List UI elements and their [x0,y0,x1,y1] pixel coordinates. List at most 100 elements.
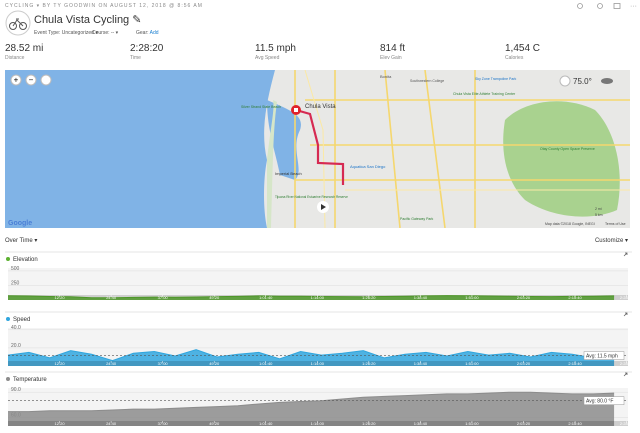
zoom-in[interactable] [10,74,22,86]
breadcrumb: CYCLING ▾ BY TY GOODWIN ON AUGUST 12, 20… [5,3,203,9]
x-tick-label: 49:20 [209,421,220,426]
more-icon[interactable]: ··· [630,3,637,10]
map-label: Chula Vista [305,104,336,110]
meta-text: Event Type: Uncategorized [34,30,94,36]
stat-label: Distance [5,55,25,61]
share-icon[interactable] [577,3,583,9]
category[interactable]: CYCLING [5,3,35,9]
chart-title: Elevation [13,257,38,263]
x-tick-label: 1:14:00 [311,361,325,366]
x-tick-label: 1:51:00 [465,295,479,300]
map-label: Bonita [380,74,392,79]
map-attribution: Map data ©2018 Google, INEGI [545,222,595,226]
x-tick-label: 1:51:00 [465,421,479,426]
map[interactable]: + − 75.0° Chula Vista Silver Strand Stat… [5,70,630,228]
y-tick-label: 20.0 [11,343,21,349]
x-tick-label: 1:01:40 [259,295,273,300]
map-scale: 5 km [595,213,603,217]
x-tick-label: 1:38:40 [414,361,428,366]
plot-bg [8,268,628,300]
x-tick-label: 2:15:40 [568,361,582,366]
area-line [7,349,615,362]
customize[interactable]: Customize ▾ [594,238,628,244]
x-tick-label: 24:40 [106,295,117,300]
x-tick-label: 2:03:20 [517,361,531,366]
x-tick-label: 1:51:00 [465,361,479,366]
layers[interactable] [40,74,52,86]
x-tick-label: 49:20 [209,295,220,300]
x-tick-label: 12:20 [55,421,66,426]
x-tick-label: 2:03:20 [517,421,531,426]
area-fill [8,392,615,426]
weather-icon [559,75,571,87]
x-tick-label: 1:38:40 [414,421,428,426]
map-logo: Google [8,220,32,227]
stat-label: Calories [505,55,524,61]
x-tick-label: 1:26:20 [362,361,376,366]
chart-title: Temperature [13,377,47,383]
expand-icon[interactable] [623,252,628,257]
legend-dot [6,317,10,321]
route [295,108,345,185]
x-tick-label: 2:15:40 [568,421,582,426]
x-tick-label: 2:15:40 [568,295,582,300]
export-icon[interactable] [613,3,621,9]
x-tick-label: 2:28:00 [620,295,634,300]
x-tick-label: 12:20 [55,295,66,300]
x-tick-label: 2:28:00 [620,361,634,366]
legend-dot [6,257,10,261]
x-axis-band [8,421,628,426]
stat-value: 11.5 mph [255,43,296,54]
byline: BY TY GOODWIN ON AUGUST 12, 2018 @ 8:56 … [42,3,203,9]
x-axis-band [8,361,628,366]
stat-value: 814 ft [380,43,406,54]
over-time[interactable]: Over Time ▾ [5,238,38,244]
map-label: Chula Vista Elite Athlete Training Cente… [453,92,516,96]
x-tick-label: 2:03:20 [517,295,531,300]
x-tick-label: 1:26:20 [362,295,376,300]
legend-dot [6,377,10,381]
event-type[interactable]: Event Type: Uncategorized ▾ [34,30,98,36]
y-tick-label: 40.0 [11,325,21,331]
avg-label: Avg: 80.0 °F [586,399,613,405]
y-tick-label: 500 [11,266,20,272]
y-tick-label: 60.0 [11,413,21,419]
area-fill [8,349,615,366]
x-tick-label: 1:14:00 [311,421,325,426]
gear: Gear: Add [136,30,159,36]
map-label: Silver Strand State Beach [241,105,281,109]
control-text: Customize [594,238,624,244]
expand-icon[interactable] [623,372,628,377]
stat-value: 2:28:20 [130,43,164,54]
map-terms[interactable]: Terms of Use [605,222,626,226]
stat-label: Time [130,55,141,61]
x-tick-label: 1:38:40 [414,295,428,300]
meta-text: Course: -- [92,30,115,36]
area-fill [8,295,615,300]
gear-icon[interactable] [597,3,603,9]
x-tick-label: 24:40 [106,361,117,366]
area-line [8,391,615,413]
y-tick-label: 250 [11,280,20,286]
x-tick-label: 37:00 [158,361,169,366]
x-tick-label: 49:20 [209,361,220,366]
x-tick-label: 1:14:00 [311,295,325,300]
x-tick-label: 1:26:20 [362,421,376,426]
meta-text: Gear: [136,30,149,36]
stat-value: 1,454 C [505,43,541,54]
gear-add[interactable]: Add [149,30,159,36]
expand-icon[interactable] [623,312,628,317]
x-tick-label: 37:00 [158,421,169,426]
map-label: Sky Zone Trampoline Park [475,77,516,81]
map-label: Otay County Open Space Preserve [540,147,595,151]
map-label: Pacific Gateway Park [400,217,434,221]
avg-label: Avg: 11.5 mph [586,354,618,360]
zoom-out[interactable] [25,74,37,86]
x-tick-label: 2:28:00 [620,421,634,426]
y-tick-label: 90.0 [11,387,21,393]
activity-title[interactable]: Chula Vista Cycling ✎ [34,14,142,26]
map-scale: 2 mi [595,207,602,211]
course[interactable]: Course: -- ▾ [92,30,119,36]
map-label: Imperial Beach [275,171,302,176]
